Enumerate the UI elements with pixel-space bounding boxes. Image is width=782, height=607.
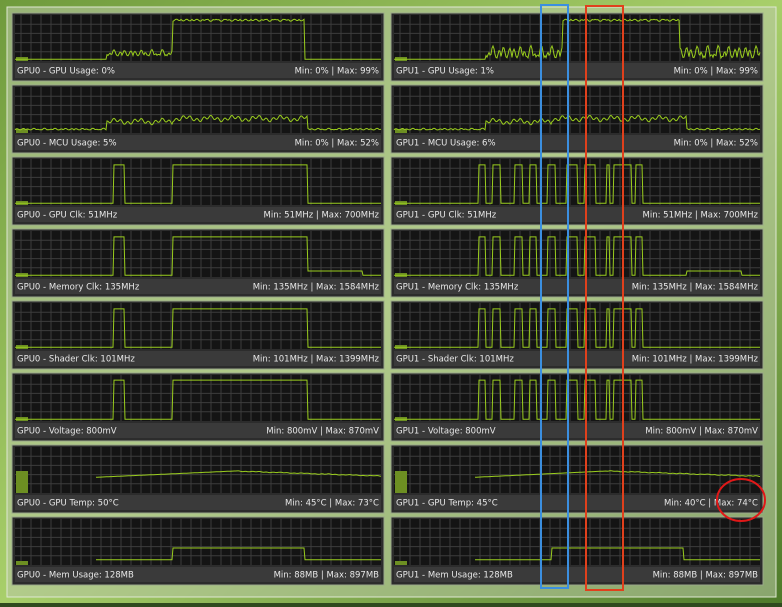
trace — [394, 236, 760, 276]
trace — [394, 379, 760, 420]
panel-range: Min: 101MHz | Max: 1399MHz — [253, 355, 380, 365]
level-indicator — [395, 129, 407, 133]
level-indicator — [395, 471, 407, 493]
graph-area — [15, 159, 381, 205]
panel-range: Min: 88MB | Max: 897MB — [274, 571, 380, 581]
panel-range: Min: 88MB | Max: 897MB — [653, 571, 759, 581]
trace — [393, 114, 761, 131]
panel-range: Min: 135MHz | Max: 1584MHz — [253, 283, 380, 293]
panel-label: GPU0 - MCU Usage: 5% — [17, 139, 117, 149]
panel-label: GPU0 - GPU Temp: 50°C — [17, 499, 119, 509]
level-indicator — [16, 561, 28, 565]
panel-label: GPU0 - Memory Clk: 135MHz — [17, 283, 140, 293]
red-circle — [716, 478, 766, 522]
panel-label: GPU1 - GPU Usage: 1% — [396, 67, 494, 77]
label-bar — [394, 135, 760, 150]
trace — [394, 164, 760, 204]
label-bar — [394, 567, 760, 582]
graph-area — [15, 519, 381, 565]
panel-label: GPU1 - Mem Usage: 128MB — [396, 571, 513, 581]
graph-area — [15, 231, 381, 277]
level-indicator — [16, 129, 28, 133]
level-indicator — [16, 471, 28, 493]
panel-grid: GPU0 - GPU Usage: 0% Min: 0% | Max: 99% GP… — [11, 12, 764, 586]
panel-range: Min: 800mV | Max: 870mV — [266, 427, 379, 437]
panel-label: GPU0 - Mem Usage: 128MB — [17, 571, 134, 581]
panel-label: GPU1 - MCU Usage: 6% — [396, 139, 496, 149]
graph-area — [394, 87, 760, 133]
label-bar — [15, 135, 381, 150]
label-bar — [394, 279, 760, 294]
label-bar — [15, 351, 381, 366]
trace — [394, 18, 761, 60]
trace — [96, 547, 381, 561]
trace — [15, 164, 381, 204]
panel-range: Min: 40°C | Max: 74°C — [664, 499, 758, 509]
level-indicator — [395, 561, 407, 565]
label-bar — [15, 495, 381, 510]
trace — [15, 379, 381, 420]
trace — [474, 470, 761, 478]
panel-label: GPU0 - Voltage: 800mV — [17, 427, 117, 437]
red-highlight — [585, 5, 624, 591]
panel-range: Min: 101MHz | Max: 1399MHz — [632, 355, 759, 365]
panel-label: GPU1 - Shader Clk: 101MHz — [396, 355, 514, 365]
label-bar — [394, 495, 760, 510]
panel-range: Min: 0% | Max: 52% — [295, 139, 379, 149]
graph-area — [15, 375, 381, 421]
trace — [394, 308, 760, 348]
panel-label: GPU0 - Shader Clk: 101MHz — [17, 355, 135, 365]
trace — [14, 114, 382, 131]
trace — [95, 470, 382, 478]
graph-area — [15, 447, 381, 493]
panel-range: Min: 0% | Max: 52% — [674, 139, 758, 149]
blue-highlight — [540, 4, 569, 589]
panel-label: GPU0 - GPU Clk: 51MHz — [17, 211, 118, 221]
label-bar — [394, 63, 760, 78]
trace — [475, 547, 760, 561]
trace — [15, 18, 381, 60]
panel-range: Min: 800mV | Max: 870mV — [645, 427, 758, 437]
label-bar — [394, 351, 760, 366]
panel-label: GPU1 - Memory Clk: 135MHz — [396, 283, 519, 293]
panel-label: GPU1 - Voltage: 800mV — [396, 427, 496, 437]
panel-range: Min: 45°C | Max: 73°C — [285, 499, 379, 509]
label-bar — [15, 207, 381, 222]
panel-range: Min: 51MHz | Max: 700MHz — [264, 211, 380, 221]
label-bar — [15, 423, 381, 438]
trace — [15, 308, 381, 348]
panel-range: Min: 51MHz | Max: 700MHz — [643, 211, 759, 221]
graph-area — [394, 519, 760, 565]
graph-area — [15, 87, 381, 133]
panel-label: GPU1 - GPU Clk: 51MHz — [396, 211, 497, 221]
label-bar — [15, 567, 381, 582]
graph-area — [15, 303, 381, 349]
label-bar — [15, 279, 381, 294]
label-bar — [394, 207, 760, 222]
trace — [15, 236, 381, 276]
label-bar — [15, 63, 381, 78]
panel-range: Min: 135MHz | Max: 1584MHz — [632, 283, 759, 293]
panel-range: Min: 0% | Max: 99% — [674, 67, 758, 77]
label-bar — [394, 423, 760, 438]
graph-area — [15, 15, 381, 61]
graph-area — [394, 447, 760, 493]
panel-label: GPU1 - GPU Temp: 45°C — [396, 499, 498, 509]
panel-range: Min: 0% | Max: 99% — [295, 67, 379, 77]
panel-label: GPU0 - GPU Usage: 0% — [17, 67, 115, 77]
